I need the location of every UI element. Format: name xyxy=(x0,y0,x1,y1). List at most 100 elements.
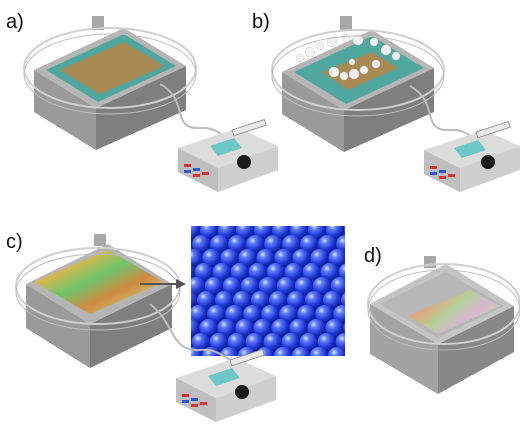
sphere xyxy=(244,207,262,225)
sphere xyxy=(253,319,272,337)
sphere xyxy=(276,277,295,295)
button-red xyxy=(448,174,455,177)
sphere xyxy=(222,277,241,295)
sphere xyxy=(172,207,190,225)
zoom-arrow xyxy=(140,279,186,289)
knob xyxy=(235,385,249,399)
sphere xyxy=(338,263,345,281)
sphere xyxy=(343,322,345,334)
sphere xyxy=(191,305,208,323)
guard-rail xyxy=(367,263,520,345)
panel-c: c) xyxy=(6,207,374,422)
sphere xyxy=(280,207,298,225)
sphere xyxy=(344,226,345,235)
sphere xyxy=(281,333,300,351)
sphere xyxy=(352,207,370,225)
sphere xyxy=(298,207,316,225)
guard-rail xyxy=(271,29,445,111)
panel-c-label: c) xyxy=(6,231,23,253)
sphere xyxy=(209,333,228,351)
trough-post xyxy=(340,16,352,30)
trough-right-wall xyxy=(344,68,434,152)
pump-screen xyxy=(454,140,486,158)
sphere xyxy=(215,291,233,309)
sphere xyxy=(282,235,301,253)
sphere xyxy=(210,235,229,253)
sphere xyxy=(164,221,182,239)
droplet xyxy=(295,53,305,63)
sphere xyxy=(256,249,275,267)
sphere xyxy=(264,235,283,253)
sphere xyxy=(346,347,364,365)
sphere xyxy=(166,249,184,267)
sphere xyxy=(238,249,257,267)
sphere xyxy=(191,338,192,346)
trough-left-wall xyxy=(34,70,96,150)
pump-side xyxy=(460,146,520,192)
monolayer-film xyxy=(60,42,164,94)
trough-post xyxy=(424,256,436,268)
sphere xyxy=(271,319,290,337)
sphere xyxy=(192,235,211,253)
sphere xyxy=(243,305,262,323)
sphere xyxy=(294,277,313,295)
sphere xyxy=(302,263,321,281)
droplet xyxy=(341,33,351,43)
sphere xyxy=(327,347,345,356)
sphere xyxy=(320,263,339,281)
sphere xyxy=(317,333,336,351)
button-blue xyxy=(430,172,437,175)
sphere xyxy=(191,291,197,309)
close-packed-spheres xyxy=(164,207,374,379)
sphere xyxy=(305,291,323,309)
sphere xyxy=(307,319,326,337)
deposited-film xyxy=(408,290,500,334)
panel-d-trough xyxy=(367,256,520,394)
button-red xyxy=(430,166,437,169)
sphere xyxy=(346,249,364,267)
sphere xyxy=(251,291,269,309)
iridescent-film xyxy=(34,250,164,314)
panel-b-pump xyxy=(424,120,520,192)
button-red xyxy=(439,176,446,179)
droplet xyxy=(339,71,349,81)
button-red xyxy=(200,402,207,405)
panel-a: a) xyxy=(6,11,278,192)
sphere xyxy=(191,239,193,249)
sphere xyxy=(248,263,267,281)
panel-b: b) xyxy=(252,11,520,192)
sphere xyxy=(212,263,231,281)
droplet xyxy=(348,68,360,80)
arrowhead xyxy=(176,279,186,289)
sphere xyxy=(274,249,293,267)
sphere xyxy=(328,249,345,267)
sphere xyxy=(333,305,345,323)
sphere xyxy=(230,263,249,281)
sphere xyxy=(227,333,246,351)
sphere xyxy=(191,333,210,351)
sphere xyxy=(318,235,337,253)
sphere xyxy=(225,305,244,323)
panel-b-label: b) xyxy=(252,11,270,33)
syringe xyxy=(231,118,267,137)
panel-a-trough xyxy=(23,16,197,150)
sphere xyxy=(199,319,218,337)
sphere xyxy=(291,347,310,356)
sphere xyxy=(226,207,244,225)
sphere xyxy=(351,305,369,323)
sphere xyxy=(191,249,203,267)
sphere xyxy=(287,291,305,309)
droplet xyxy=(315,41,325,51)
button-red xyxy=(191,404,198,407)
guard-rail-lower xyxy=(15,253,181,331)
guard-rail-lower xyxy=(271,35,445,117)
sphere xyxy=(356,361,374,379)
sphere xyxy=(235,319,254,337)
panel-a-pump xyxy=(178,118,278,192)
pump-screen xyxy=(210,138,242,156)
panel-b-trough xyxy=(271,16,445,152)
guard-rail-lower xyxy=(367,269,520,351)
sphere xyxy=(269,291,287,309)
panel-d: d) xyxy=(364,245,520,394)
